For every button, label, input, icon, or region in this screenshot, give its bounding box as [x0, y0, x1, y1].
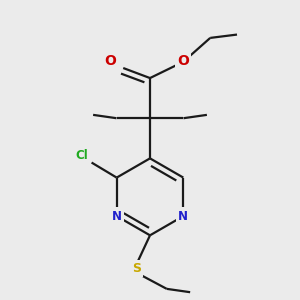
Text: N: N [112, 210, 122, 223]
Text: Cl: Cl [75, 149, 88, 162]
Text: O: O [178, 54, 189, 68]
Text: S: S [132, 262, 141, 275]
Text: N: N [178, 210, 188, 223]
Text: O: O [105, 54, 116, 68]
